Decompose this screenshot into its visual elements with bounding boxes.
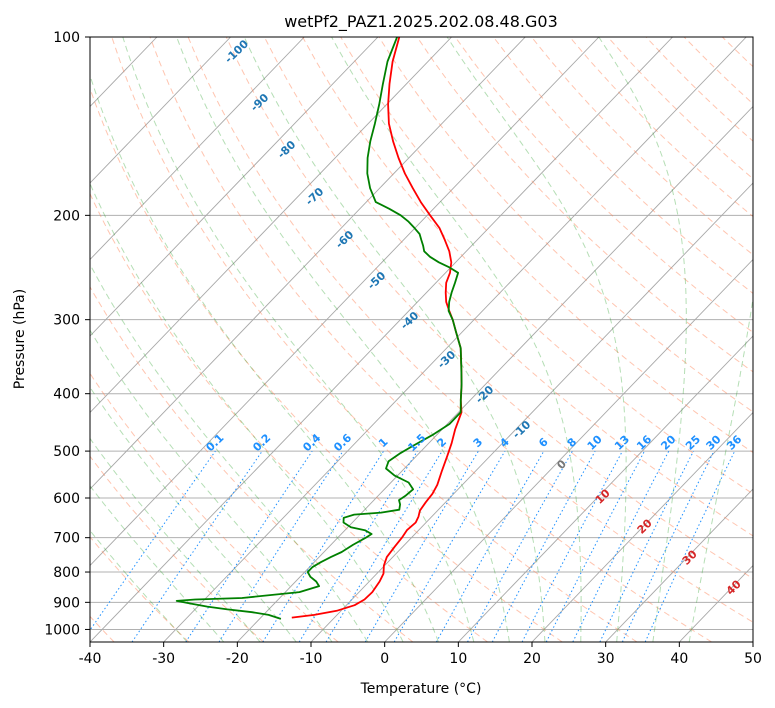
x-tick-label: -10 xyxy=(300,651,323,667)
mixing-ratio-line xyxy=(435,450,545,642)
mixing-ratio-line xyxy=(325,450,443,642)
dry-adiabat-line xyxy=(90,192,488,642)
dry-adiabat-line xyxy=(90,455,264,642)
moist-adiabat-line xyxy=(598,37,687,642)
y-tick-label: 600 xyxy=(53,491,80,507)
moist-adiabat-line xyxy=(243,37,546,642)
y-tick-label: 100 xyxy=(53,30,80,46)
moist-adiabat-line xyxy=(90,485,225,642)
isotherm-line xyxy=(384,258,753,642)
chart-title: wetPf2_PAZ1.2025.202.08.48.G03 xyxy=(284,12,558,32)
moist-adiabat-line xyxy=(90,329,333,642)
moist-adiabat-line xyxy=(331,37,582,642)
x-tick-label: 50 xyxy=(744,651,762,667)
mixing-ratio-line xyxy=(131,450,263,642)
moist-adiabat-line xyxy=(90,437,261,642)
x-axis-label: Temperature (°C) xyxy=(360,681,482,697)
moist-adiabat-line xyxy=(122,37,475,642)
moist-adiabat-line xyxy=(176,37,510,642)
mixing-ratio-line xyxy=(572,450,670,642)
dry-adiabat-line xyxy=(493,37,753,294)
moist-adiabat-line xyxy=(90,263,369,642)
x-tick-label: 30 xyxy=(597,651,615,667)
isotherm-line xyxy=(237,105,753,642)
dry-adiabat-line xyxy=(416,37,753,373)
mixing-ratio-line xyxy=(298,450,418,642)
moist-adiabat-line xyxy=(446,37,627,642)
mixing-ratio-line xyxy=(185,450,313,642)
isotherm-line xyxy=(90,37,452,414)
mixing-ratio-line xyxy=(90,450,216,632)
y-tick-label: 500 xyxy=(53,444,80,460)
isotherm-line xyxy=(90,37,526,490)
dry-adiabat-line xyxy=(454,37,753,333)
isotherm-line xyxy=(90,37,305,261)
isotherm-line xyxy=(310,182,753,642)
isotherm-line xyxy=(163,37,747,642)
x-tick-label: -30 xyxy=(152,651,175,667)
x-tick-label: 10 xyxy=(449,651,467,667)
y-tick-label: 800 xyxy=(53,565,80,581)
moist-adiabat-line xyxy=(688,295,753,642)
isotherm-lines xyxy=(90,37,753,642)
dry-adiabat-line xyxy=(149,37,712,642)
moist-adiabat-line xyxy=(90,386,297,642)
dry-adiabat-lines xyxy=(90,37,753,642)
y-tick-label: 900 xyxy=(53,595,80,611)
y-tick-label: 400 xyxy=(53,387,80,403)
dry-adiabat-line xyxy=(90,87,563,642)
dry-adiabat-line xyxy=(187,37,753,623)
isotherm-line xyxy=(458,335,753,642)
x-tick-label: 20 xyxy=(523,651,541,667)
y-tick-label: 200 xyxy=(53,208,80,224)
y-tick-label: 700 xyxy=(53,531,80,547)
plot-area: -100-90-80-70-60-50-40-30-20-1000.1 0.2 0.… xyxy=(90,37,753,642)
y-axis-label: Pressure (hPa) xyxy=(12,289,28,389)
y-axis: 100 200 300 400 500 600 700 800 900 1000 xyxy=(44,30,90,638)
dewpoint-line xyxy=(175,37,463,620)
y-tick-label: 300 xyxy=(53,313,80,329)
mixing-ratio-line xyxy=(599,450,694,642)
dry-adiabat-line xyxy=(90,285,414,642)
x-tick-label: 40 xyxy=(670,651,688,667)
x-tick-label: -20 xyxy=(226,651,249,667)
isotherm-line xyxy=(605,488,753,642)
dry-adiabat-line xyxy=(90,372,339,642)
isotherm-line xyxy=(90,37,600,567)
plot-frame xyxy=(89,36,754,643)
mixing-ratio-lines xyxy=(90,450,736,642)
moist-adiabat-line xyxy=(90,73,439,642)
isotherm-line xyxy=(90,37,673,642)
x-tick-label: 0 xyxy=(380,651,389,667)
x-axis: -40 -30 -20 -10 0 10 20 30 40 50 xyxy=(79,642,762,667)
moist-adiabat-lines xyxy=(90,37,753,642)
mixing-ratio-line xyxy=(262,450,385,642)
x-tick-label: -40 xyxy=(79,651,102,667)
isotherm-line xyxy=(531,411,753,642)
profile-series xyxy=(175,37,463,620)
mixing-ratio-line xyxy=(491,450,596,642)
dry-adiabat-line xyxy=(111,37,638,642)
mixing-ratio-line xyxy=(218,450,344,642)
isotherm-line xyxy=(90,37,231,184)
mixing-ratio-line xyxy=(467,450,573,642)
isotherm-line xyxy=(90,37,379,337)
y-tick-label: 1000 xyxy=(44,622,80,638)
